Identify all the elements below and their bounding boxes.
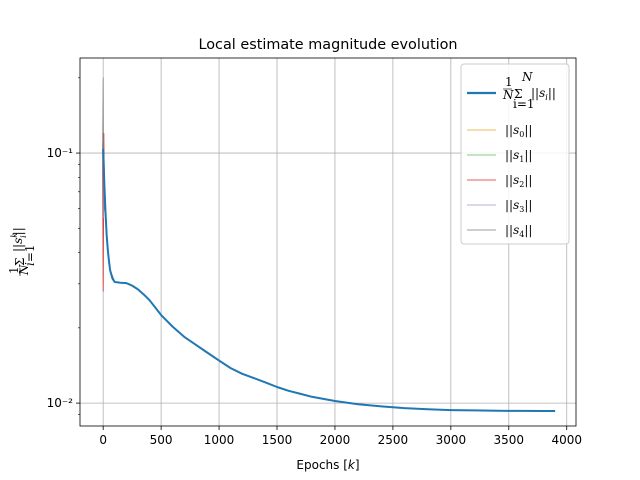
- svg-text:i=1: i=1: [23, 244, 37, 266]
- legend-label-mean: 1N ΣNi=1||si||: [502, 70, 556, 111]
- y-tick-label: 10⁻¹: [47, 146, 74, 160]
- svg-text:N: N: [17, 264, 31, 276]
- svg-text:Σ: Σ: [514, 87, 522, 101]
- legend-frame: [460, 63, 570, 245]
- x-tick-label: 1500: [262, 433, 293, 447]
- legend-label-s1: ||s1||: [505, 148, 532, 164]
- chart-title: Local estimate magnitude evolution: [198, 37, 457, 53]
- svg-text:Σ: Σ: [13, 258, 27, 266]
- x-tick-label: 4000: [551, 433, 582, 447]
- y-axis-ticks: 10⁻¹ 10⁻²: [47, 77, 80, 415]
- y-tick-label: 10⁻²: [47, 396, 74, 410]
- svg-text:||s4||: ||s4||: [505, 223, 532, 239]
- svg-text:||s3||: ||s3||: [505, 198, 532, 214]
- plot-frame: [79, 57, 577, 427]
- x-axis-label: Epochs [k]: [296, 458, 359, 472]
- x-tick-label: 2500: [378, 433, 409, 447]
- x-tick-label: 3500: [494, 433, 525, 447]
- svg-text:||si||: ||si||: [531, 86, 556, 102]
- x-tick-label: 1000: [204, 433, 235, 447]
- series-lines: [102, 77, 556, 412]
- svg-text:N: N: [521, 70, 533, 84]
- svg-text:||s1||: ||s1||: [505, 148, 532, 164]
- y-axis-label: 1 N Σ i=1 ||ski||: [7, 227, 37, 276]
- x-axis-ticks: 0 500 1000 1500 2000 2500 3000 3500 4000: [99, 426, 582, 447]
- x-tick-label: 500: [150, 433, 173, 447]
- legend-label-s3: ||s3||: [505, 198, 532, 214]
- svg-text:N: N: [502, 88, 514, 102]
- x-tick-label: 2000: [320, 433, 351, 447]
- series-line-0: [102, 148, 556, 412]
- legend-label-s2: ||s2||: [505, 173, 532, 189]
- legend: 1N ΣNi=1||si|| ||s0|| ||s1|| ||s2|| ||s3|| ||s…: [460, 63, 570, 245]
- x-tick-label: 0: [99, 433, 107, 447]
- svg-text:||s2||: ||s2||: [505, 173, 532, 189]
- legend-label-s0: ||s0||: [505, 123, 532, 139]
- svg-text:1: 1: [505, 75, 513, 89]
- svg-text:i=1: i=1: [513, 97, 535, 111]
- svg-text:||ski||: ||ski||: [10, 227, 28, 252]
- x-tick-label: 3000: [436, 433, 467, 447]
- svg-text:||s0||: ||s0||: [505, 123, 532, 139]
- svg-text:1: 1: [7, 266, 21, 274]
- legend-label-s4: ||s4||: [505, 223, 532, 239]
